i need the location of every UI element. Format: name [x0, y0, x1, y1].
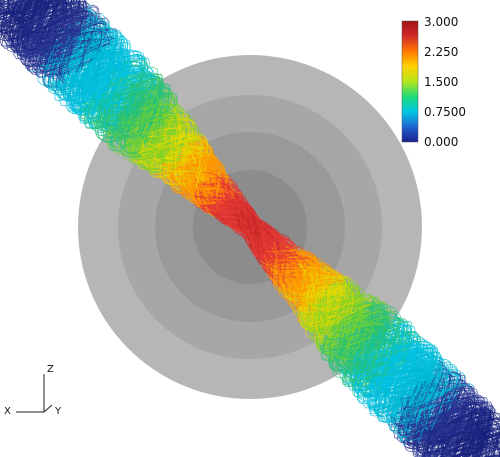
colorbar — [402, 21, 418, 142]
z-axis-label: Z — [47, 364, 54, 375]
colorbar-tick-2: 2.250 — [424, 45, 458, 59]
colorbar-tick-min: 0.000 — [424, 135, 458, 149]
colorbar-tick-3: 1.500 — [424, 75, 458, 89]
y-axis-label: Y — [54, 406, 62, 417]
y-axis-line — [44, 405, 52, 412]
orientation-axes: Z X Y — [4, 364, 62, 417]
color-legend: 3.000 2.250 1.500 0.7500 0.000 — [402, 15, 466, 149]
colorbar-tick-4: 0.7500 — [424, 105, 466, 119]
x-axis-label: X — [4, 406, 11, 417]
colorbar-tick-max: 3.000 — [424, 15, 458, 29]
